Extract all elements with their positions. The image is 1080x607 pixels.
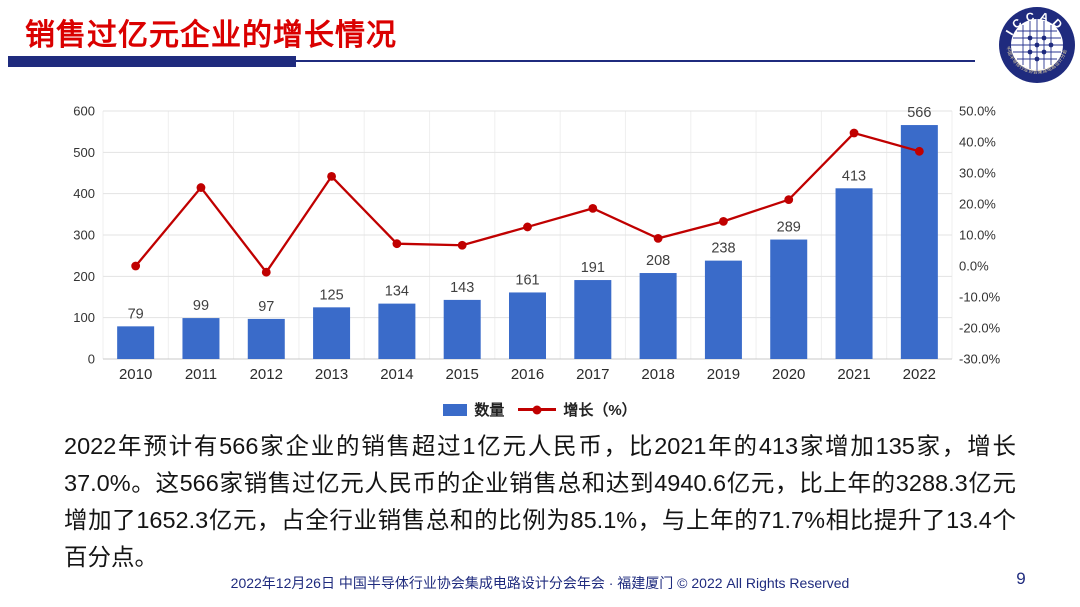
bar-value-label: 125: [319, 287, 343, 303]
bar: [443, 299, 481, 359]
bar: [378, 303, 416, 359]
bar: [313, 307, 351, 359]
right-axis-tick: -20.0%: [959, 321, 1001, 336]
title-underline-thin: [296, 60, 975, 62]
bar-value-label: 97: [258, 299, 274, 315]
right-axis-tick: 10.0%: [959, 228, 996, 243]
bar-value-label: 238: [711, 241, 735, 257]
bar-value-label: 134: [385, 284, 409, 300]
x-axis-category-label: 2013: [315, 366, 348, 383]
left-axis-tick: 500: [73, 145, 95, 160]
legend-item-bar: 数量: [443, 399, 504, 420]
right-axis-tick: -30.0%: [959, 352, 1001, 367]
legend-item-line: 增长（%）: [518, 399, 637, 420]
growth-line-point: [196, 183, 206, 192]
line-series-marker: [518, 405, 557, 414]
x-axis-category-label: 2022: [903, 366, 936, 383]
x-axis-category-label: 2010: [119, 366, 152, 383]
growth-line-point: [327, 172, 336, 181]
right-axis-tick: 20.0%: [959, 197, 996, 212]
iccad-logo: ICCAD 中国半导体行业协会集成电路设计分会: [999, 7, 1075, 83]
bar: [900, 125, 938, 359]
footer-copyright: 2022年12月26日 中国半导体行业协会集成电路设计分会年会 · 福建厦门 ©…: [230, 575, 850, 591]
bar: [704, 260, 742, 359]
right-axis-tick: 30.0%: [959, 166, 996, 181]
left-axis-tick: 400: [73, 186, 95, 201]
x-axis-category-label: 2016: [511, 366, 544, 383]
x-axis-category-label: 2015: [446, 366, 479, 383]
line-series-label: 增长（%）: [563, 402, 637, 419]
x-axis-category-label: 2018: [641, 366, 674, 383]
bar-series-label: 数量: [474, 402, 505, 419]
growth-line-point: [784, 195, 794, 205]
x-axis-category-label: 2012: [250, 366, 283, 383]
right-axis-tick: 40.0%: [959, 135, 996, 150]
bar-value-label: 79: [128, 306, 144, 322]
growth-line-point: [588, 203, 598, 213]
growth-line-point: [261, 267, 271, 277]
bar: [117, 326, 155, 359]
left-axis-tick: 0: [88, 352, 95, 367]
left-axis-tick: 200: [73, 269, 95, 284]
title-underline-thick: [8, 56, 296, 67]
right-axis-tick: -10.0%: [959, 290, 1001, 305]
growth-line-point: [131, 261, 141, 271]
bar-value-label: 208: [646, 253, 670, 269]
left-axis-tick: 300: [73, 228, 95, 243]
chart-canvas: 600 500 400 300 200 100 0 50.0% 40.0% 30.0% 20.0% 1…: [73, 104, 1001, 384]
right-axis-tick: 0.0%: [959, 259, 989, 274]
growth-line-point: [719, 216, 728, 226]
x-axis-category-label: 2020: [772, 366, 805, 383]
growth-line-point: [392, 239, 402, 249]
bar-value-label: 191: [581, 260, 605, 276]
x-axis-category-label: 2017: [576, 366, 609, 383]
line-series-dot: [532, 405, 542, 414]
bar-value-label: 413: [842, 168, 866, 184]
growth-line-point: [653, 234, 663, 243]
slide-title: 销售过亿元企业的增长情况: [25, 19, 397, 52]
x-axis-category-label: 2011: [185, 366, 217, 383]
bar: [182, 318, 220, 359]
bar: [509, 292, 546, 359]
logo-circuit-dots: [1027, 35, 1054, 62]
growth-line-point: [457, 240, 467, 250]
bar-series-swatch: [443, 403, 468, 416]
page-number: 9: [1016, 569, 1026, 588]
bar: [574, 280, 612, 359]
bar-value-label: 161: [515, 272, 539, 288]
chart-legend: 数量 增长（%）: [60, 399, 1020, 420]
bar: [770, 239, 808, 359]
summary-paragraph: 2022年预计有566家企业的销售超过1亿元人民币，比2021年的413家增加1…: [64, 433, 1016, 570]
bar: [247, 318, 285, 359]
growth-line-point: [914, 146, 924, 156]
bar: [835, 188, 873, 359]
bar: [639, 273, 677, 359]
x-axis-category-label: 2021: [837, 366, 870, 383]
x-axis-category-label: 2014: [380, 366, 413, 383]
growth-line-point: [523, 222, 532, 232]
left-axis-tick: 600: [73, 104, 95, 119]
growth-line-point: [849, 128, 859, 138]
combo-chart: 600 500 400 300 200 100 0 50.0% 40.0% 30.0% 20.0% 1…: [60, 96, 1020, 391]
left-axis-tick: 100: [73, 310, 95, 325]
bar-value-label: 566: [907, 105, 931, 121]
bar-value-label: 143: [450, 280, 474, 296]
bar-value-label: 99: [193, 298, 209, 314]
bar-value-label: 289: [777, 220, 801, 236]
x-axis-category-label: 2019: [707, 366, 740, 383]
right-axis-tick: 50.0%: [959, 104, 996, 119]
